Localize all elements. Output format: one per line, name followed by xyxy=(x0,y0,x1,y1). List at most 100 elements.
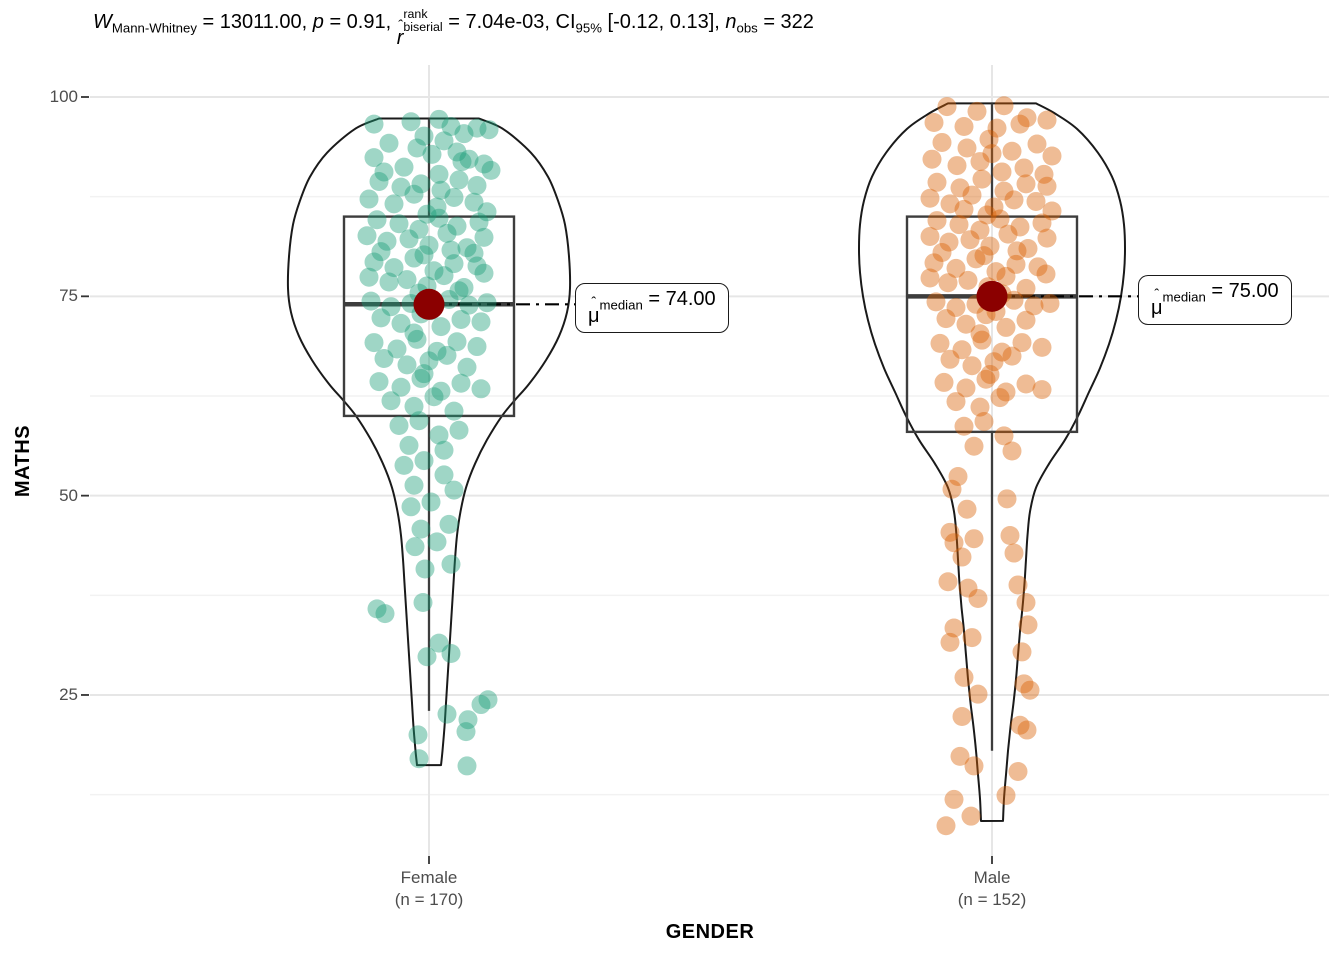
data-point-female xyxy=(397,355,417,375)
data-point-female xyxy=(444,254,464,274)
data-point-male xyxy=(950,746,970,766)
data-point-male xyxy=(994,426,1014,446)
data-point-male xyxy=(940,194,960,214)
data-point-female xyxy=(415,559,435,579)
x-axis-title: GENDER xyxy=(665,921,755,943)
data-point-male xyxy=(954,416,974,436)
data-point-male xyxy=(1012,642,1032,662)
data-point-female xyxy=(467,118,487,138)
data-point-male xyxy=(970,152,990,172)
data-point-female xyxy=(447,216,467,236)
data-point-male xyxy=(954,199,974,219)
data-point-male xyxy=(944,533,964,553)
data-point-male xyxy=(940,632,960,652)
data-point-female xyxy=(441,644,461,664)
data-point-female xyxy=(437,223,457,243)
data-point-male xyxy=(962,356,982,376)
data-point-male xyxy=(1034,164,1054,184)
data-point-female xyxy=(413,592,433,612)
data-point-male xyxy=(1004,190,1024,210)
data-point-female xyxy=(477,202,497,222)
median-dot-female xyxy=(413,288,445,320)
data-point-female xyxy=(411,174,431,194)
data-point-female xyxy=(437,704,457,724)
data-point-female xyxy=(434,266,454,286)
data-point-male xyxy=(1037,176,1057,196)
data-point-male xyxy=(1036,264,1056,284)
data-point-male xyxy=(920,188,940,208)
data-point-male xyxy=(944,618,964,638)
data-point-female xyxy=(478,690,498,710)
x-tick-male-name: Male xyxy=(973,868,1011,887)
data-point-male xyxy=(920,268,940,288)
data-point-female xyxy=(467,256,487,276)
data-point-male xyxy=(946,258,966,278)
data-point-female xyxy=(434,440,454,460)
data-point-female xyxy=(407,138,427,158)
data-point-male xyxy=(946,392,966,412)
data-point-male xyxy=(1024,296,1044,316)
data-point-female xyxy=(456,722,476,742)
data-point-female xyxy=(364,333,384,353)
data-point-male xyxy=(920,227,940,247)
data-point-female xyxy=(409,411,429,431)
data-point-male xyxy=(1017,720,1037,740)
data-point-female xyxy=(469,212,489,232)
data-point-male xyxy=(956,314,976,334)
data-point-male xyxy=(968,684,988,704)
data-point-male xyxy=(937,97,957,117)
data-point-male xyxy=(948,467,968,487)
data-point-female xyxy=(391,313,411,333)
data-point-female xyxy=(399,435,419,455)
data-point-female xyxy=(359,189,379,209)
data-point-male xyxy=(957,138,977,158)
data-point-male xyxy=(1002,346,1022,366)
box-male xyxy=(905,215,1079,434)
data-point-male xyxy=(1014,158,1034,178)
data-point-female xyxy=(429,109,449,129)
data-point-male xyxy=(982,144,1002,164)
violin-female xyxy=(286,117,572,767)
data-point-male xyxy=(1037,228,1057,248)
data-point-female xyxy=(414,126,434,146)
data-point-female xyxy=(381,391,401,411)
data-point-female xyxy=(458,710,478,730)
data-point-male xyxy=(1010,715,1030,735)
data-point-female xyxy=(399,229,419,249)
data-point-male xyxy=(940,349,960,369)
data-point-male xyxy=(1032,213,1052,233)
data-point-male xyxy=(962,185,982,205)
data-point-male xyxy=(958,578,978,598)
data-point-female xyxy=(444,480,464,500)
data-point-female xyxy=(364,114,384,134)
data-point-male xyxy=(1004,290,1024,310)
data-point-male xyxy=(1008,575,1028,595)
data-point-male xyxy=(1006,254,1026,274)
data-point-female xyxy=(411,368,431,388)
data-point-male xyxy=(949,215,969,235)
data-point-male xyxy=(1008,762,1028,782)
data-point-male xyxy=(1026,191,1046,211)
data-point-male xyxy=(1002,441,1022,461)
data-point-male xyxy=(954,667,974,687)
median-dot-male xyxy=(976,280,1008,312)
data-point-female xyxy=(389,415,409,435)
data-point-female xyxy=(401,497,421,517)
data-point-female xyxy=(375,604,395,624)
data-point-female xyxy=(429,425,449,445)
data-point-female xyxy=(394,157,414,177)
median-label-male: ˆ μ median = 75.00 xyxy=(1138,275,1292,325)
data-point-female xyxy=(371,242,391,262)
data-point-male xyxy=(1018,238,1038,258)
data-point-female xyxy=(381,297,401,317)
y-tick-label-100: 100 xyxy=(49,87,78,106)
data-point-female xyxy=(424,261,444,281)
data-point-female xyxy=(414,451,434,471)
data-point-female xyxy=(427,341,447,361)
data-point-female xyxy=(444,187,464,207)
data-point-female xyxy=(454,124,474,144)
data-point-female xyxy=(429,208,449,228)
data-point-male xyxy=(994,181,1014,201)
data-point-female xyxy=(464,243,484,263)
data-point-male xyxy=(996,317,1016,337)
